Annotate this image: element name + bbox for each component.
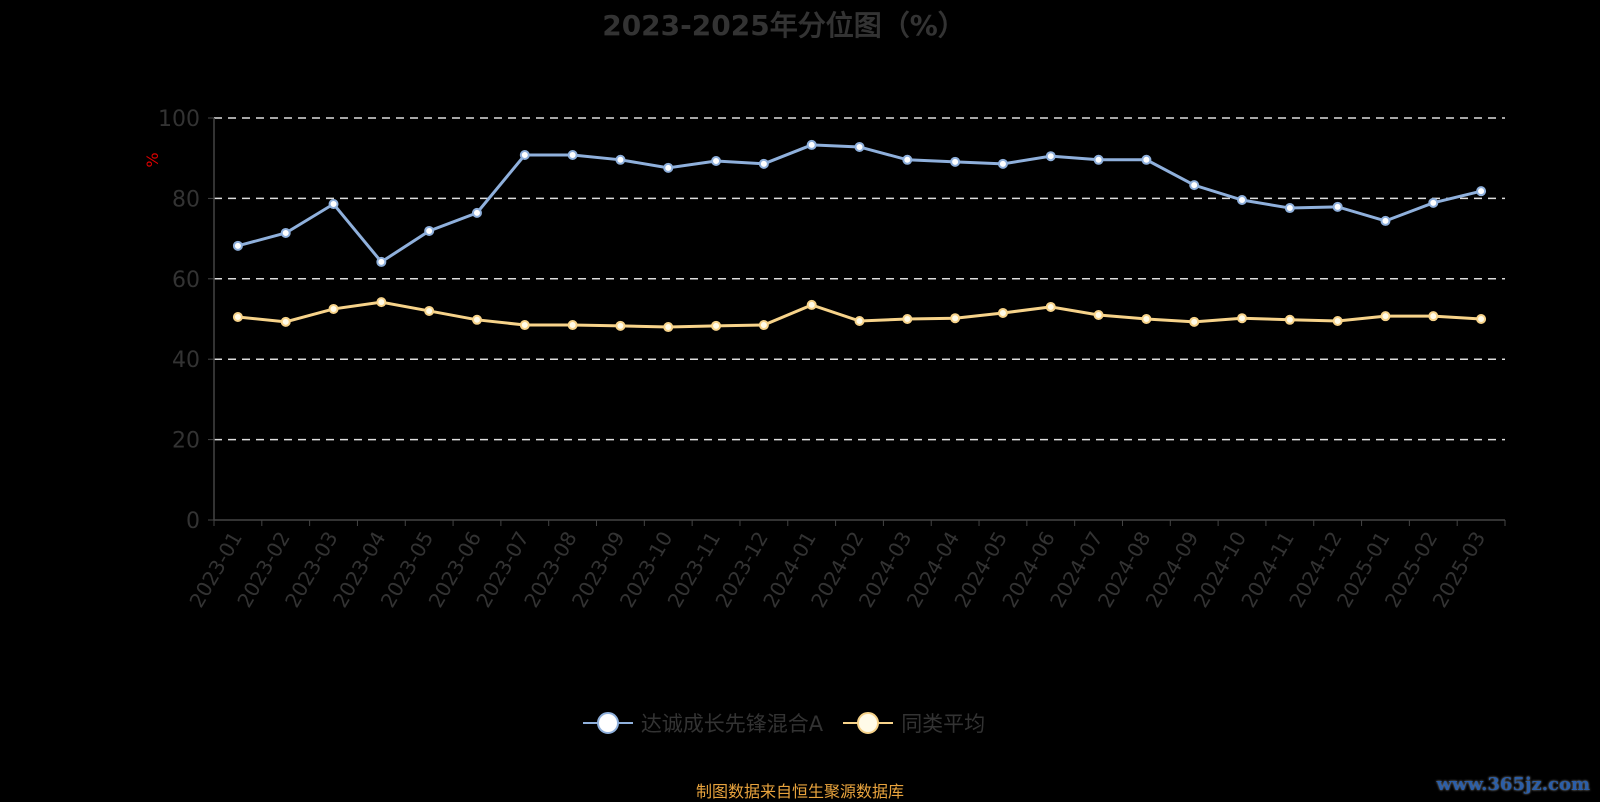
data-point — [711, 320, 722, 331]
data-point — [1141, 314, 1152, 324]
data-point — [519, 149, 530, 160]
data-point — [711, 156, 722, 167]
data-point — [1237, 313, 1248, 324]
data-point — [1380, 311, 1391, 322]
legend-item-average[interactable]: 同类平均 — [843, 708, 985, 738]
legend-item-fund[interactable]: 达诚成长先锋混合A — [582, 708, 824, 738]
data-point — [232, 311, 243, 322]
y-tick-label: 100 — [158, 107, 200, 132]
chart-title: 2023-2025年分位图（%） — [602, 9, 966, 42]
data-point — [758, 320, 769, 331]
data-point — [567, 149, 578, 160]
data-point — [1476, 186, 1487, 197]
y-tick-label: 80 — [172, 187, 200, 212]
data-point — [376, 297, 387, 308]
y-axis-label: % — [143, 152, 162, 167]
data-point — [280, 316, 291, 327]
data-point — [1476, 314, 1487, 324]
data-point — [902, 154, 913, 165]
series-line-0 — [237, 143, 1482, 264]
data-point — [997, 307, 1008, 318]
y-tick-label: 0 — [186, 509, 200, 534]
data-point — [1284, 314, 1295, 325]
data-point — [1237, 195, 1248, 206]
data-point — [1284, 203, 1295, 214]
legend-marker-icon — [582, 712, 633, 734]
data-point — [950, 156, 961, 167]
data-point — [615, 320, 626, 331]
data-point — [471, 207, 482, 218]
data-point — [854, 316, 865, 327]
data-point — [424, 305, 435, 316]
data-point — [1428, 197, 1439, 208]
data-point — [950, 313, 961, 324]
data-point — [376, 256, 387, 267]
y-tick-label: 40 — [172, 348, 200, 373]
data-point — [997, 158, 1008, 169]
data-point — [471, 314, 482, 325]
data-point — [1045, 151, 1056, 162]
data-point — [328, 303, 339, 314]
data-point — [328, 199, 339, 210]
data-point — [854, 141, 865, 152]
data-point — [1141, 154, 1152, 165]
data-point — [663, 322, 674, 333]
y-tick-label: 20 — [172, 429, 200, 454]
data-point — [1332, 201, 1343, 212]
data-point — [424, 225, 435, 236]
legend-label: 达诚成长先锋混合A — [640, 712, 824, 736]
data-point — [519, 320, 530, 331]
data-point — [806, 299, 817, 310]
data-point — [663, 162, 674, 173]
source-note: 制图数据来自恒生聚源数据库 — [695, 782, 904, 801]
legend-label: 同类平均 — [901, 712, 986, 736]
data-point — [1428, 311, 1439, 322]
data-point — [280, 227, 291, 238]
data-point — [1380, 215, 1391, 226]
data-point — [1189, 180, 1200, 191]
legend: 达诚成长先锋混合A 同类平均 — [0, 708, 1568, 738]
data-point — [232, 240, 243, 251]
data-point — [806, 139, 817, 150]
data-point — [758, 158, 769, 169]
data-point — [567, 320, 578, 331]
data-point — [1045, 301, 1056, 312]
data-point — [1332, 316, 1343, 327]
data-point — [1189, 316, 1200, 327]
data-point — [902, 314, 913, 324]
y-tick-label: 60 — [172, 268, 200, 293]
data-point — [615, 154, 626, 165]
legend-marker-icon — [843, 712, 894, 734]
data-point — [1093, 154, 1104, 165]
watermark: www.365jz.com — [1436, 774, 1590, 795]
data-point — [1093, 309, 1104, 320]
